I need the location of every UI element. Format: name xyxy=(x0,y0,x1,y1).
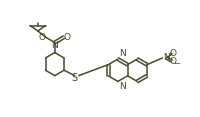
Text: N: N xyxy=(119,82,125,91)
Text: N: N xyxy=(51,41,58,50)
Text: O: O xyxy=(169,49,176,58)
Text: N: N xyxy=(163,53,170,62)
Text: N: N xyxy=(119,49,125,58)
Text: O: O xyxy=(64,33,71,42)
Text: −: − xyxy=(173,60,180,69)
Text: S: S xyxy=(72,73,78,83)
Text: O: O xyxy=(169,57,176,66)
Text: +: + xyxy=(167,51,173,57)
Text: O: O xyxy=(39,33,46,42)
